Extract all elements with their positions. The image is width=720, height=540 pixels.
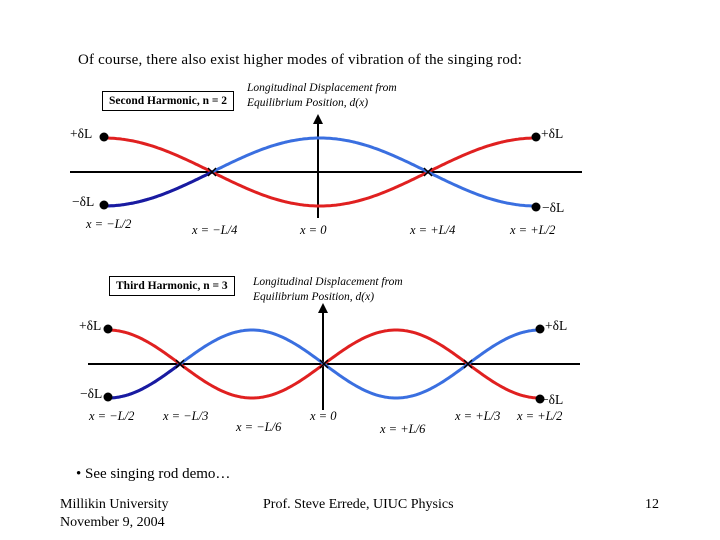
panel2-caption: Longitudinal Displacement from Equilibri… (253, 275, 433, 305)
panel2-x-label-1: x = −L/3 (163, 409, 209, 423)
panel1-x-label-2: x = 0 (300, 223, 327, 237)
page-number: 12 (645, 497, 659, 512)
panel1-red-curve (102, 136, 538, 208)
panel1-minus-left-label: −δL (72, 194, 95, 209)
footer-left: Millikin University November 9, 2004 (60, 496, 169, 532)
panel2-x-label-4: x = +L/6 (380, 422, 426, 436)
panel1-x-label-1: x = −L/4 (192, 223, 238, 237)
p2-node-marker-0-b (175, 359, 185, 369)
panel2-x-label-0: x = −L/2 (89, 409, 135, 423)
panel2-node-markers (175, 359, 473, 369)
panel1-caption-line2: Equilibrium Position, d(x) (247, 97, 369, 109)
panel1-x-label-3: x = +L/4 (410, 223, 456, 237)
panel1-caption: Longitudinal Displacement from Equilibri… (247, 81, 427, 111)
panel1-plus-right-label: +δL (541, 126, 564, 141)
panel1-dark-blue-curve-segment (102, 170, 214, 208)
p2-node-marker-2-b (463, 359, 473, 369)
panel1-endpoint-bottom-left (99, 200, 109, 210)
panel2-plus-right-label: +δL (545, 318, 568, 333)
panel1-plus-left-label: +δL (70, 126, 93, 141)
panel2-x-label-5: x = +L/3 (455, 409, 501, 423)
footer-author: Prof. Steve Errede, UIUC Physics (263, 497, 454, 512)
third-harmonic-label: Third Harmonic, n = 3 (109, 276, 235, 296)
panel1-y-axis-arrow (313, 114, 323, 124)
panel2-axes (88, 303, 580, 410)
p1-node-marker-1-b (423, 167, 433, 177)
panel2-x-label-3: x = 0 (310, 409, 337, 423)
panel1-minus-right-label: −δL (542, 200, 565, 215)
panel2-endpoint-top-left (103, 324, 113, 334)
footer-date: November 9, 2004 (60, 515, 165, 530)
panel2-caption-line2: Equilibrium Position, d(x) (253, 291, 375, 303)
p1-node-marker-0-b (207, 167, 217, 177)
panel2-x-label-2: x = −L/6 (236, 420, 282, 434)
panel2-minus-right-label: −δL (541, 392, 564, 407)
panel1-x-label-0: x = −L/2 (86, 217, 132, 231)
panel1-caption-line1: Longitudinal Displacement from (247, 82, 397, 94)
panel2-endpoint-top-right (535, 324, 545, 334)
panel1-axes (70, 114, 582, 218)
panel1-endpoint-bottom-right (531, 202, 541, 212)
demo-bullet: • See singing rod demo… (76, 466, 231, 482)
panel2-dark-blue-curve-segment (106, 363, 180, 400)
panel2-caption-line1: Longitudinal Displacement from (253, 276, 403, 288)
panel1-endpoint-top-right (531, 132, 541, 142)
p2-node-marker-1-b (319, 359, 329, 369)
panel2-endpoint-bottom-left (103, 392, 113, 402)
second-harmonic-label: Second Harmonic, n = 2 (102, 91, 235, 111)
intro-text: Of course, there also exist higher modes… (78, 52, 523, 68)
panel2-y-axis-arrow (318, 303, 328, 313)
footer-university: Millikin University (60, 497, 169, 512)
panel2-plus-left-label: +δL (79, 318, 102, 333)
panel2-endpoint-bottom-right (535, 394, 545, 404)
panel2-x-label-6: x = +L/2 (517, 409, 563, 423)
panel1-x-label-4: x = +L/2 (510, 223, 556, 237)
panel1-endpoint-top-left (99, 132, 109, 142)
panel2-minus-left-label: −δL (80, 386, 103, 401)
panel1-node-markers (207, 167, 433, 177)
